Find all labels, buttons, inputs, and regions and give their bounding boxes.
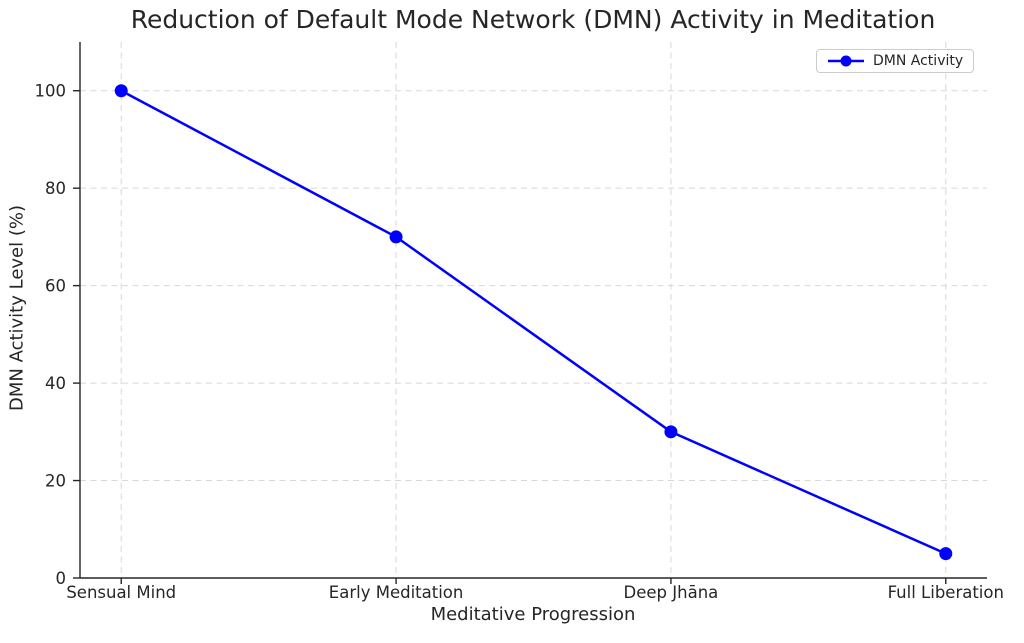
- legend-label: DMN Activity: [873, 53, 964, 69]
- data-point: [389, 230, 403, 244]
- y-tick-label: 20: [45, 472, 66, 491]
- x-tick-label: Early Meditation: [329, 583, 464, 602]
- legend: DMN Activity: [816, 49, 975, 73]
- data-line: [119, 89, 948, 555]
- x-tick-label: Deep Jhāna: [624, 583, 719, 602]
- y-tick-label: 0: [56, 569, 67, 588]
- y-axis-label: DMN Activity Level (%): [6, 205, 28, 411]
- y-tick-label: 60: [45, 277, 66, 296]
- y-tick-label: 40: [45, 374, 66, 393]
- legend-sample-marker: [840, 55, 852, 67]
- x-tick-label: Sensual Mind: [66, 583, 176, 602]
- y-tick-label: 80: [45, 179, 66, 198]
- y-tick-label: 100: [35, 82, 67, 101]
- x-tick-label: Full Liberation: [888, 583, 1004, 602]
- legend-sample: [828, 55, 864, 67]
- data-point: [939, 547, 953, 561]
- chart-title: Reduction of Default Mode Network (DMN) …: [130, 5, 936, 34]
- data-point: [664, 425, 678, 439]
- x-axis-label: Meditative Progression: [430, 604, 636, 625]
- data-point: [114, 84, 128, 98]
